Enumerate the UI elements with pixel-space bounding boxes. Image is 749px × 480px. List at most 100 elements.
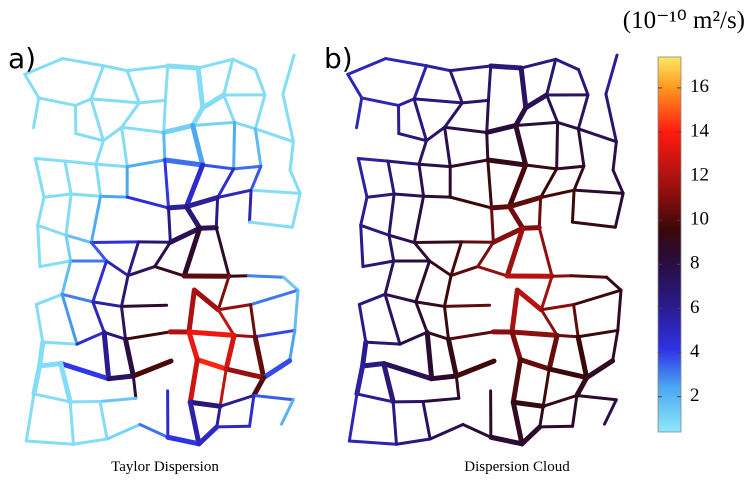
pore-edge: [424, 329, 435, 382]
pore-edge: [442, 274, 453, 308]
pore-edge: [163, 64, 170, 102]
pore-edge: [520, 225, 542, 231]
panel-label: b): [324, 42, 353, 75]
pore-edge: [347, 439, 398, 446]
pore-edge: [537, 195, 543, 230]
pore-edge: [541, 393, 579, 408]
pore-edge: [33, 156, 46, 199]
pore-edge: [518, 65, 529, 111]
pore-edge: [60, 292, 95, 304]
pore-edge: [576, 328, 620, 339]
pore-edge: [604, 53, 619, 96]
pore-edge: [546, 366, 590, 381]
pore-edge: [130, 358, 174, 379]
pore-edge: [94, 162, 103, 198]
pore-edge: [181, 225, 203, 279]
pore-edge: [572, 164, 586, 192]
pore-edge: [89, 97, 141, 105]
pore-edge: [538, 404, 545, 429]
pore-edge: [36, 223, 42, 269]
pore-edge: [383, 259, 396, 296]
pore-edge: [428, 422, 465, 441]
pore-edge: [98, 400, 109, 441]
pore-edge: [476, 265, 509, 278]
pore-edge: [445, 336, 459, 379]
pore-edge: [91, 300, 106, 334]
pore-edge: [356, 156, 369, 199]
pore-edge: [167, 225, 203, 245]
pore-edge: [161, 122, 196, 135]
pore-edge: [572, 288, 623, 307]
pore-edge: [290, 191, 302, 229]
pore-edge: [486, 64, 493, 102]
pore-edge: [187, 357, 200, 405]
pore-edge: [524, 163, 559, 171]
pore-edge: [504, 225, 526, 279]
pore-edge: [556, 120, 580, 131]
pore-edge: [576, 93, 590, 131]
pore-edge: [222, 93, 237, 124]
pore-edge: [537, 226, 554, 278]
tick-label: 10: [690, 209, 709, 230]
pore-edge: [604, 92, 618, 144]
pore-edge: [94, 139, 105, 166]
pore-edge: [261, 358, 293, 381]
pore-edge: [506, 194, 544, 210]
pore-edge: [510, 399, 546, 409]
pore-edge: [60, 292, 79, 346]
pore-edge: [448, 64, 493, 73]
pore-edge: [191, 287, 221, 313]
pore-edge: [381, 361, 435, 382]
pore-edge: [611, 328, 620, 363]
pore-edge: [523, 92, 550, 111]
pore-edge: [397, 132, 428, 143]
pore-edge: [293, 288, 300, 332]
pore-edge: [486, 158, 494, 210]
pore-edge: [359, 195, 369, 227]
pore-edge: [569, 274, 609, 279]
pore-edge: [94, 162, 129, 169]
pore-edge: [101, 64, 129, 73]
pore-edge: [253, 127, 295, 144]
pore-edge: [34, 302, 45, 344]
pore-edge: [281, 92, 295, 144]
pore-edge: [126, 240, 140, 278]
panel-label: a): [8, 42, 36, 75]
pore-edge: [570, 220, 617, 229]
pore-edge: [485, 98, 490, 134]
pore-edge: [424, 125, 447, 143]
pore-edge: [190, 122, 206, 168]
pore-edge: [514, 287, 544, 313]
pore-edge: [391, 400, 398, 446]
pore-edge: [387, 233, 396, 263]
pore-edge: [448, 158, 490, 169]
pore-edge: [187, 399, 202, 447]
pore-edge: [555, 120, 560, 171]
pore-edge: [519, 424, 543, 447]
pore-edge: [249, 303, 257, 339]
pore-edge: [485, 130, 490, 162]
pore-edge: [489, 204, 512, 211]
pore-edge: [31, 363, 43, 397]
pore-edge: [119, 304, 127, 341]
pore-edge: [519, 57, 558, 70]
pore-edge: [442, 304, 450, 341]
pore-edge: [216, 188, 253, 199]
pore-edge: [248, 393, 256, 428]
pore-edge: [356, 156, 390, 163]
pore-edge: [539, 308, 559, 337]
pore-edge: [448, 69, 464, 105]
pore-edge: [490, 206, 495, 244]
pore-edge: [541, 367, 551, 408]
pore-edge: [510, 399, 525, 447]
pore-edge: [61, 57, 105, 68]
pore-edge: [576, 127, 618, 144]
pore-edge: [194, 357, 229, 372]
pore-edge: [355, 96, 364, 130]
pore-edge: [186, 329, 200, 363]
pore-edge: [412, 241, 432, 263]
pore-edge: [417, 162, 452, 169]
pore-edge: [359, 223, 365, 269]
pore-edge: [506, 162, 529, 210]
